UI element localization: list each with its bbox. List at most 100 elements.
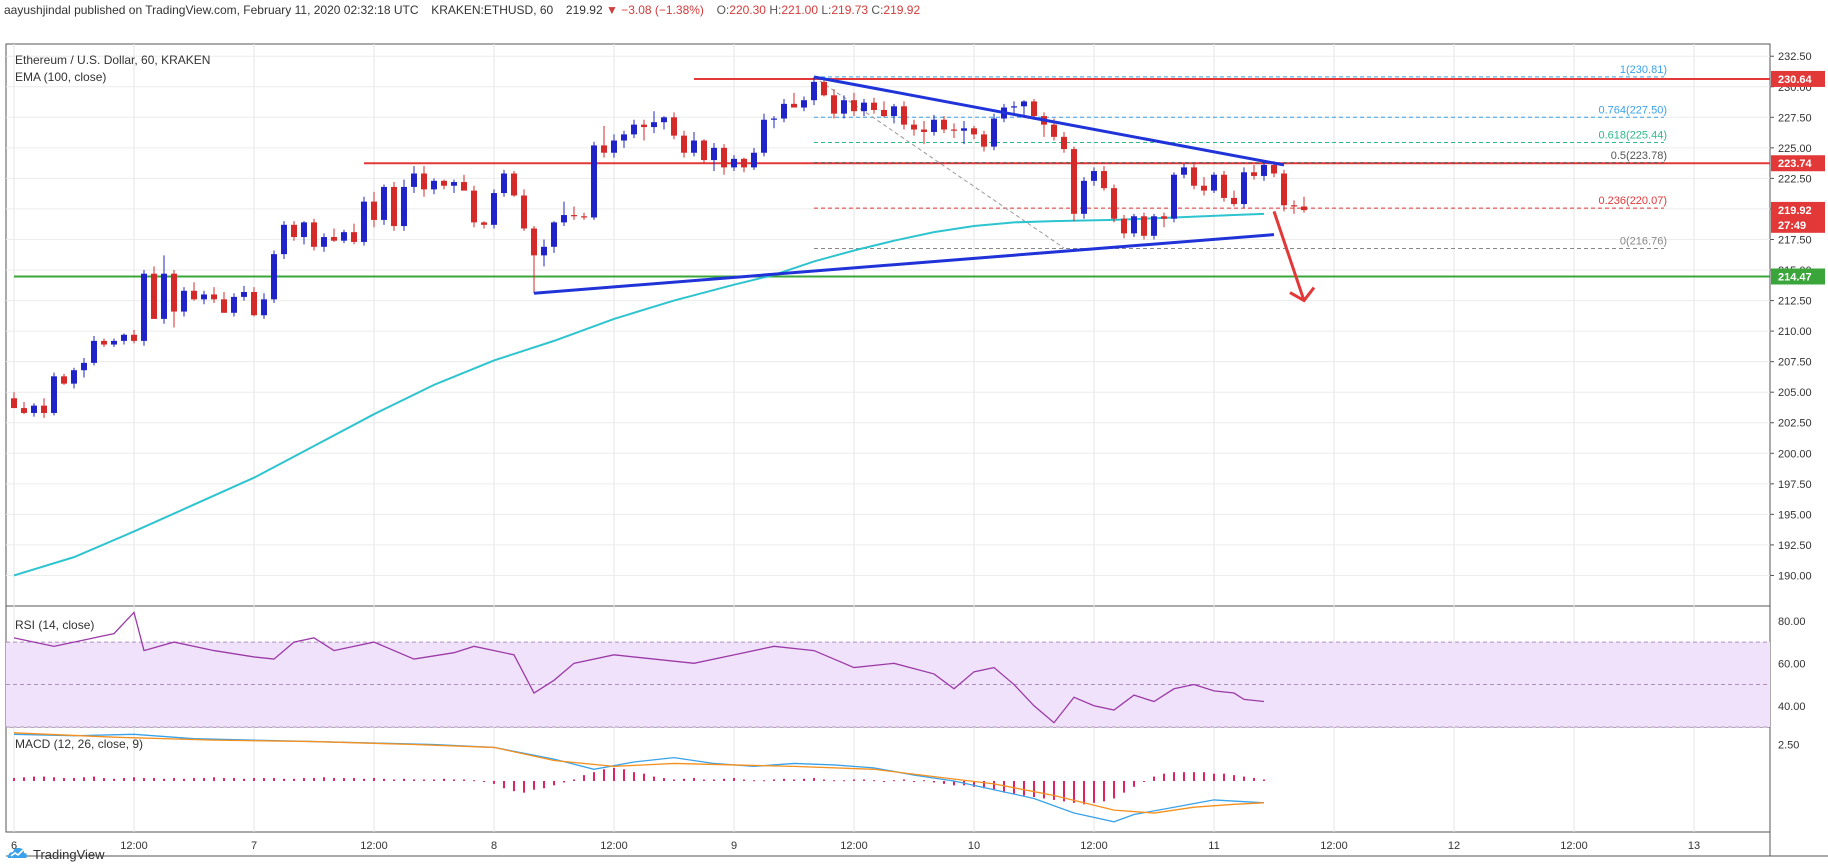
- candle-body: [481, 222, 487, 225]
- candle-body: [671, 117, 677, 136]
- candle-body: [681, 135, 687, 153]
- author-name[interactable]: aayushjindal: [4, 3, 71, 17]
- candle-body: [511, 173, 517, 196]
- candle-body: [731, 158, 737, 168]
- candle-body: [771, 118, 777, 120]
- y-tick-label: 212.50: [1778, 296, 1812, 308]
- candle-body: [1141, 216, 1147, 236]
- candle-body: [401, 186, 407, 227]
- candle-body: [1131, 216, 1137, 234]
- macd-histogram-bar: [1063, 780, 1065, 802]
- candle-body: [751, 152, 757, 168]
- candle-body: [1261, 164, 1267, 176]
- candle-body: [1231, 197, 1237, 205]
- macd-histogram-bar: [983, 780, 985, 789]
- macd-histogram-bar: [993, 780, 995, 790]
- y-tick-label: 222.50: [1778, 173, 1812, 185]
- candle-body: [11, 398, 17, 409]
- macd-histogram-bar: [593, 772, 595, 781]
- price-tag-label: 219.92: [1778, 205, 1812, 217]
- macd-histogram-bar: [383, 778, 385, 781]
- macd-histogram-bar: [533, 780, 535, 790]
- macd-histogram-bar: [1263, 779, 1265, 781]
- macd-histogram-bar: [63, 778, 65, 781]
- macd-histogram-bar: [703, 779, 705, 781]
- high-label: H:: [769, 3, 782, 17]
- macd-histogram-bar: [693, 778, 695, 781]
- x-tick-label: 11: [1208, 840, 1219, 852]
- macd-histogram-bar: [43, 776, 45, 781]
- x-tick-label: 12:00: [360, 840, 388, 852]
- price-change: ▼ −3.08 (−1.38%): [605, 3, 704, 17]
- macd-histogram-bar: [23, 777, 25, 781]
- x-tick-label: 12: [1448, 840, 1460, 852]
- tradingview-logo-icon[interactable]: [6, 846, 28, 863]
- macd-histogram-bar: [833, 780, 835, 782]
- y-tick-label: 195.00: [1778, 509, 1812, 521]
- macd-histogram-bar: [1123, 780, 1125, 793]
- candle-body: [281, 224, 287, 255]
- tradingview-brand[interactable]: TradingView: [33, 847, 105, 862]
- candle-body: [641, 124, 647, 128]
- macd-histogram-bar: [133, 777, 135, 781]
- macd-histogram-bar: [83, 777, 85, 781]
- macd-histogram-bar: [333, 778, 335, 781]
- rsi-y-tick-label: 40.00: [1778, 701, 1806, 713]
- candle-body: [1291, 205, 1297, 207]
- macd-histogram-bar: [1193, 772, 1195, 781]
- macd-histogram-bar: [123, 778, 125, 781]
- price-tag: [1771, 216, 1825, 233]
- candle-body: [801, 100, 807, 108]
- macd-histogram-bar: [1203, 772, 1205, 781]
- candle-body: [571, 215, 577, 217]
- macd-histogram-bar: [143, 778, 145, 781]
- candle-body: [101, 340, 107, 345]
- close-label: C:: [871, 3, 884, 17]
- macd-histogram-bar: [1003, 780, 1005, 793]
- macd-histogram-bar: [783, 778, 785, 781]
- lower-trendline: [533, 233, 1275, 295]
- x-tick-label: 9: [731, 840, 737, 852]
- x-tick-label: 13: [1688, 840, 1700, 852]
- macd-histogram-bar: [723, 778, 725, 781]
- x-tick-label: 12:00: [840, 840, 868, 852]
- candle-body: [21, 408, 27, 413]
- fib-level-label: 0.764(227.50): [1599, 104, 1668, 116]
- macd-histogram-bar: [713, 779, 715, 781]
- candle-body: [191, 290, 197, 300]
- candle-body: [311, 222, 317, 247]
- macd-histogram-bar: [303, 778, 305, 781]
- macd-histogram-bar: [933, 780, 935, 783]
- macd-histogram-bar: [523, 780, 525, 793]
- x-tick-label: 6: [11, 840, 17, 852]
- macd-histogram-bar: [753, 780, 755, 782]
- macd-histogram-bar: [1093, 780, 1095, 803]
- candle-body: [581, 216, 587, 218]
- macd-histogram-bar: [563, 780, 565, 783]
- macd-histogram-bar: [793, 779, 795, 781]
- y-tick-label: 227.50: [1778, 112, 1812, 124]
- macd-histogram-bar: [1163, 773, 1165, 781]
- y-tick-label: 197.50: [1778, 479, 1812, 491]
- x-tick-label: 12:00: [120, 840, 148, 852]
- macd-histogram-bar: [113, 778, 115, 781]
- macd-histogram-bar: [373, 778, 375, 781]
- macd-histogram-bar: [203, 778, 205, 781]
- macd-histogram-bar: [1023, 780, 1025, 796]
- macd-histogram-bar: [453, 779, 455, 781]
- x-tick-label: 12:00: [1560, 840, 1588, 852]
- candle-body: [1121, 218, 1127, 234]
- macd-histogram-bar: [953, 780, 955, 786]
- macd-histogram-bar: [263, 778, 265, 781]
- macd-histogram-bar: [423, 779, 425, 781]
- candle-body: [1051, 124, 1057, 137]
- macd-histogram-bar: [473, 780, 475, 782]
- candle-body: [41, 405, 47, 413]
- macd-histogram-bar: [363, 778, 365, 781]
- candle-body: [981, 134, 987, 147]
- macd-histogram-bar: [683, 778, 685, 781]
- rsi-y-tick-label: 60.00: [1778, 658, 1806, 670]
- candle-body: [1221, 174, 1227, 198]
